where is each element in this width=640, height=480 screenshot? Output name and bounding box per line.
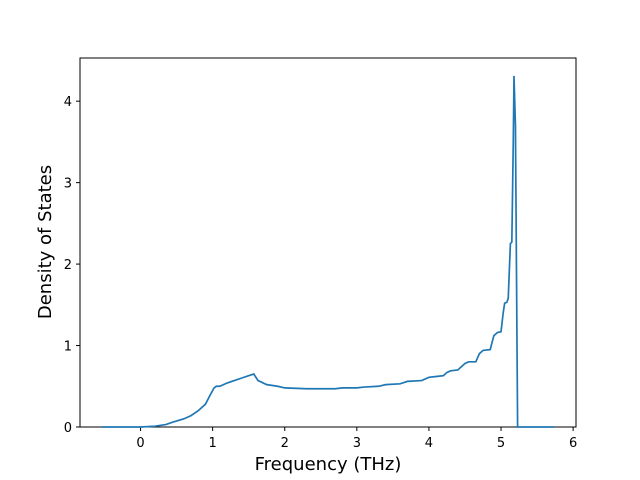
x-tick-label: 0 bbox=[136, 436, 144, 451]
axes-frame bbox=[79, 57, 577, 428]
x-axis-label: Frequency (THz) bbox=[255, 454, 402, 475]
x-tick-label: 4 bbox=[425, 436, 433, 451]
y-tick-label: 3 bbox=[64, 177, 72, 192]
line bbox=[102, 75, 554, 428]
x-tick-label: 2 bbox=[281, 436, 289, 451]
y-tick-label: 4 bbox=[64, 95, 72, 110]
x-tick-label: 5 bbox=[497, 436, 505, 451]
x-tick-label: 3 bbox=[353, 436, 361, 451]
x-tick-label: 6 bbox=[569, 436, 577, 451]
y-axis-label: Density of States bbox=[35, 165, 56, 319]
y-tick-label: 1 bbox=[64, 340, 72, 355]
y-tick-label: 0 bbox=[64, 421, 72, 436]
x-tick-label: 1 bbox=[209, 436, 217, 451]
y-tick-label: 2 bbox=[64, 258, 72, 273]
